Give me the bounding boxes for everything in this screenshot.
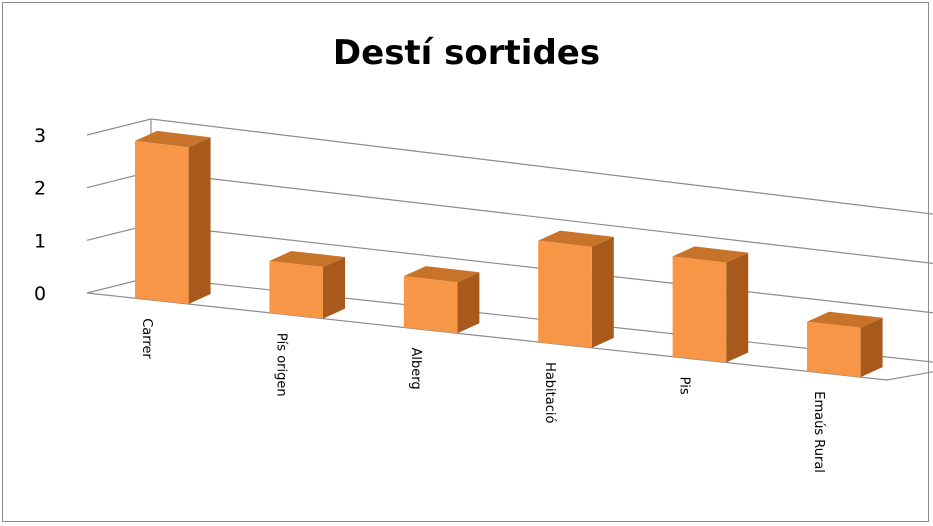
bar <box>403 276 458 334</box>
gridline <box>86 223 933 314</box>
bar-side <box>188 137 211 305</box>
y-tick-label: 3 <box>34 125 46 147</box>
bar-top <box>672 246 749 263</box>
bar-side <box>860 317 883 378</box>
bar <box>269 260 323 319</box>
y-tick-label: 2 <box>34 178 46 200</box>
y-tick-label: 0 <box>34 283 46 305</box>
x-category-label: Emaús Rural <box>811 391 826 473</box>
bar-side <box>323 257 345 319</box>
x-category-label: Pís origen <box>273 333 288 397</box>
y-tick-label: 1 <box>34 230 46 252</box>
bar-side <box>591 236 614 348</box>
bar-side <box>726 252 749 363</box>
floor-outline <box>86 292 933 381</box>
bar-top <box>269 250 345 268</box>
bar <box>135 140 189 305</box>
bar-top <box>135 130 211 148</box>
gridline <box>86 118 933 215</box>
gridline <box>86 171 933 265</box>
bar-top <box>538 230 614 247</box>
x-category-label: Habitació <box>542 362 557 423</box>
bar-side <box>457 272 480 334</box>
bar <box>538 240 592 348</box>
gridline <box>86 276 933 363</box>
bar <box>672 256 727 363</box>
x-category-label: Pis <box>677 377 692 395</box>
chart-title: Destí sortides <box>332 33 601 73</box>
bar-top <box>403 266 480 283</box>
x-category-label: Carrer <box>139 318 154 359</box>
bar <box>807 321 861 378</box>
x-category-label: Alberg <box>408 347 423 389</box>
bar-top <box>807 311 883 328</box>
